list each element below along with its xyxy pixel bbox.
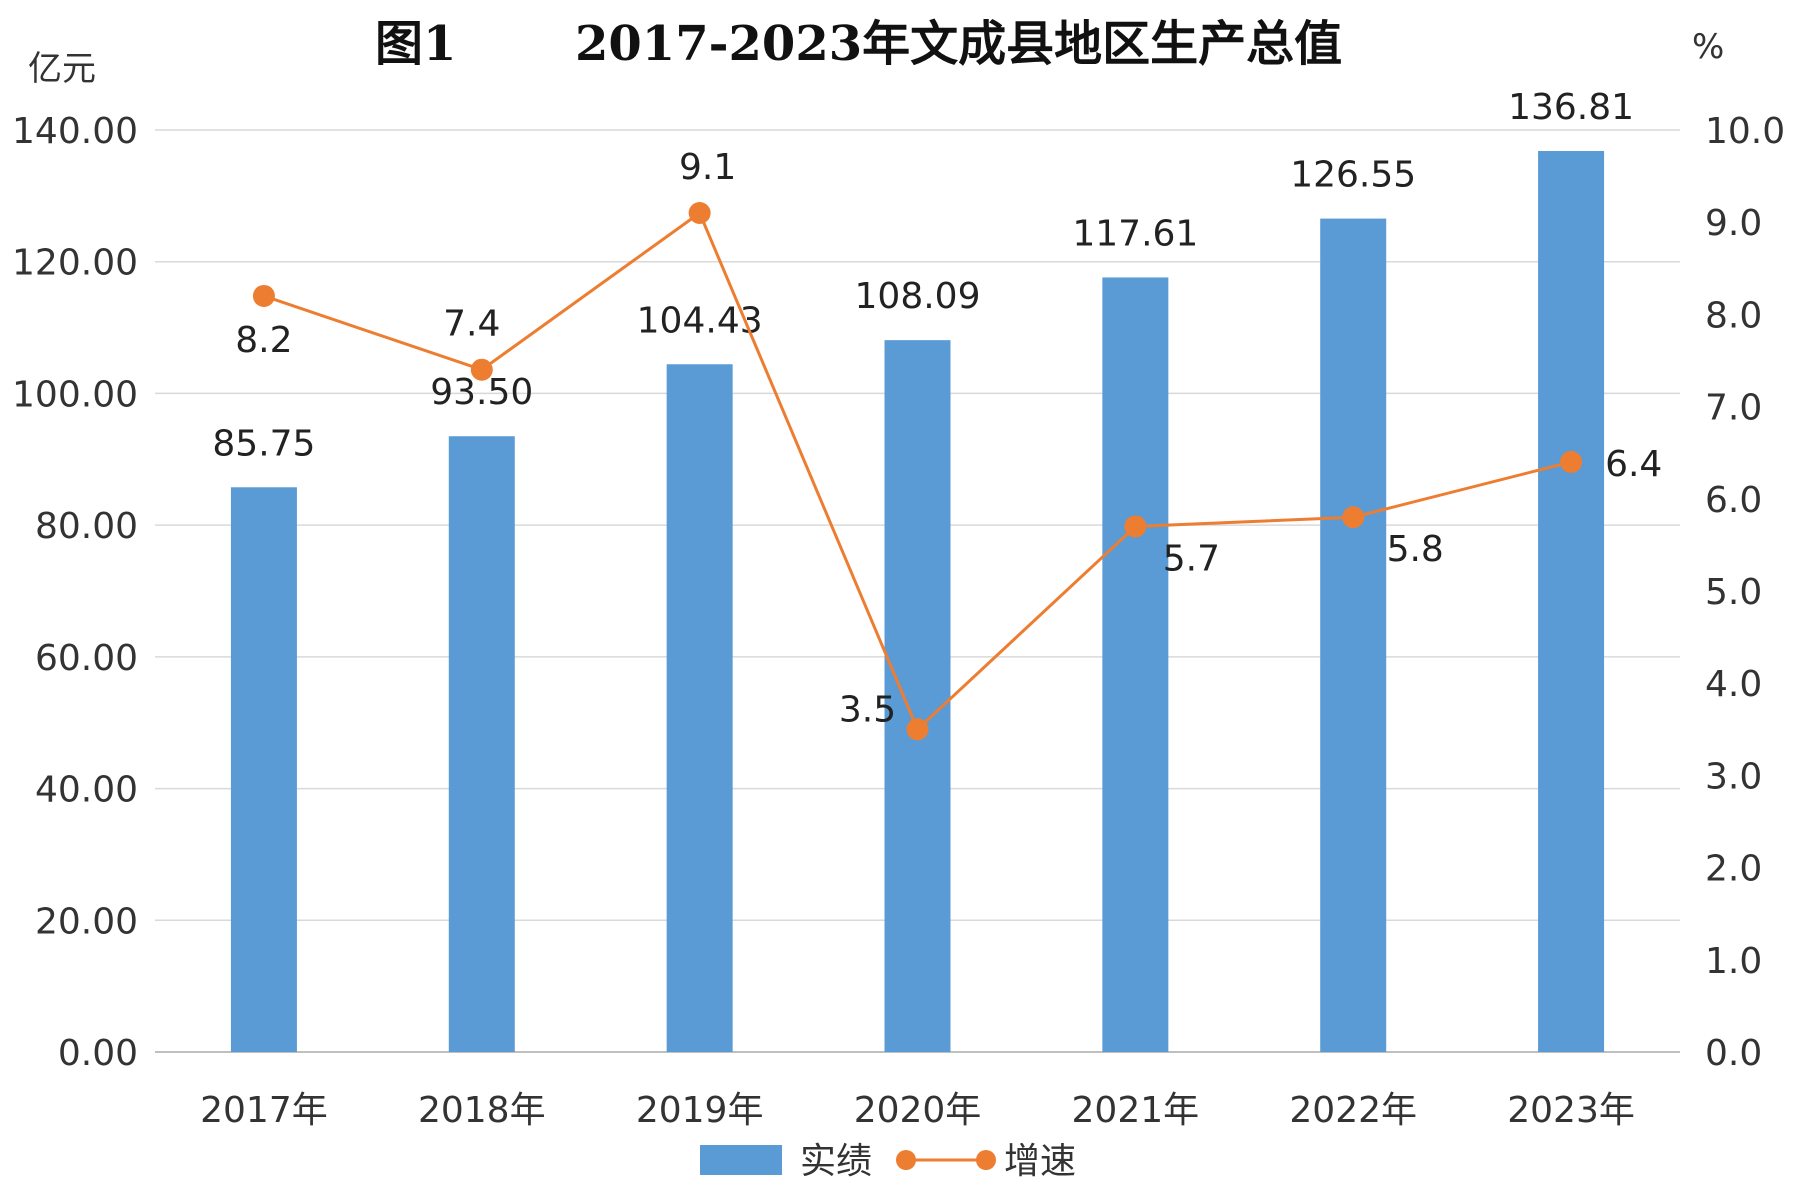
- bar: [1320, 218, 1387, 1052]
- left-axis-unit: 亿元: [28, 49, 96, 89]
- x-tick-label: 2023年: [1507, 1090, 1635, 1131]
- left-tick-label: 60.00: [35, 638, 138, 679]
- chart-title: 2017-2023年文成县地区生产总值: [575, 16, 1342, 72]
- line-series: 8.2 7.4 9.1 3.5 5.7 5.8 6.4: [235, 147, 1662, 741]
- right-tick-label: 7.0: [1705, 388, 1762, 429]
- legend-marker-start: [896, 1150, 916, 1170]
- line-point: [688, 201, 711, 224]
- left-tick-label: 140.00: [12, 111, 138, 152]
- bar: [1102, 277, 1169, 1053]
- legend-label-bar: 实绩: [800, 1141, 872, 1182]
- x-tick-label: 2017年: [200, 1090, 328, 1131]
- right-tick-label: 3.0: [1705, 756, 1762, 797]
- line-value-label: 5.8: [1387, 529, 1444, 570]
- right-tick-label: 1.0: [1705, 941, 1762, 982]
- right-tick-label: 2.0: [1705, 849, 1762, 890]
- bar-value-label: 117.61: [1072, 213, 1198, 254]
- right-tick-label: 6.0: [1705, 480, 1762, 521]
- x-axis-ticks: 2017年 2018年 2019年 2020年 2021年 2022年 2023年: [200, 1090, 1635, 1131]
- bar: [448, 436, 515, 1052]
- left-tick-label: 80.00: [35, 506, 138, 547]
- bar-value-label: 85.75: [212, 423, 315, 464]
- bar-value-label: 108.09: [855, 276, 981, 317]
- line-point: [252, 284, 275, 307]
- right-tick-label: 9.0: [1705, 203, 1762, 244]
- right-tick-label: 8.0: [1705, 295, 1762, 336]
- line-value-label: 6.4: [1605, 444, 1662, 485]
- chart-title-prefix: 图1: [375, 16, 456, 72]
- left-axis-ticks: 0.00 20.00 40.00 60.00 80.00 100.00 120.00 140.…: [12, 111, 138, 1074]
- line-value-label: 3.5: [839, 689, 896, 730]
- line-value-label: 9.1: [679, 147, 736, 188]
- legend-swatch-bar: [700, 1145, 782, 1175]
- left-tick-label: 20.00: [35, 901, 138, 942]
- x-tick-label: 2021年: [1072, 1090, 1200, 1131]
- left-tick-label: 120.00: [12, 243, 138, 284]
- legend: 实绩 增速: [700, 1141, 1076, 1182]
- x-tick-label: 2018年: [418, 1090, 546, 1131]
- legend-marker-end: [976, 1150, 996, 1170]
- legend-label-line: 增速: [1004, 1141, 1076, 1182]
- right-tick-label: 4.0: [1705, 664, 1762, 705]
- x-tick-label: 2022年: [1289, 1090, 1417, 1131]
- bar-value-label: 126.55: [1290, 155, 1416, 196]
- bar-value-label: 104.43: [637, 300, 763, 341]
- line-value-label: 5.7: [1163, 538, 1220, 579]
- x-tick-label: 2019年: [636, 1090, 764, 1131]
- line-point: [1124, 515, 1147, 538]
- bar-value-label: 136.81: [1508, 87, 1634, 128]
- left-tick-label: 0.00: [58, 1033, 138, 1074]
- x-tick-label: 2020年: [854, 1090, 982, 1131]
- line-point: [1560, 450, 1583, 473]
- bar: [1538, 151, 1605, 1052]
- line-point: [906, 718, 929, 741]
- right-axis-unit: %: [1692, 27, 1724, 67]
- line-value-label: 7.4: [443, 304, 500, 345]
- right-axis-ticks: 0.0 1.0 2.0 3.0 4.0 5.0 6.0 7.0 8.0 9.0 10.0: [1705, 111, 1785, 1074]
- bar: [666, 364, 733, 1052]
- bar: [884, 340, 951, 1052]
- bar: [230, 487, 297, 1052]
- left-tick-label: 100.00: [12, 374, 138, 415]
- right-tick-label: 5.0: [1705, 572, 1762, 613]
- line-value-label: 8.2: [235, 320, 292, 361]
- left-tick-label: 40.00: [35, 770, 138, 811]
- right-tick-label: 0.0: [1705, 1033, 1762, 1074]
- line-point: [1342, 506, 1365, 529]
- line-point: [470, 358, 493, 381]
- right-tick-label: 10.0: [1705, 111, 1785, 152]
